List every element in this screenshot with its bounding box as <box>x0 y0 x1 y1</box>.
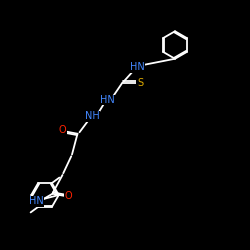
Text: HN: HN <box>100 95 115 105</box>
Text: HN: HN <box>130 62 145 72</box>
Text: HN: HN <box>29 196 44 206</box>
Text: S: S <box>137 78 143 88</box>
Text: O: O <box>65 191 72 201</box>
Text: O: O <box>59 125 66 135</box>
Text: NH: NH <box>85 111 100 121</box>
